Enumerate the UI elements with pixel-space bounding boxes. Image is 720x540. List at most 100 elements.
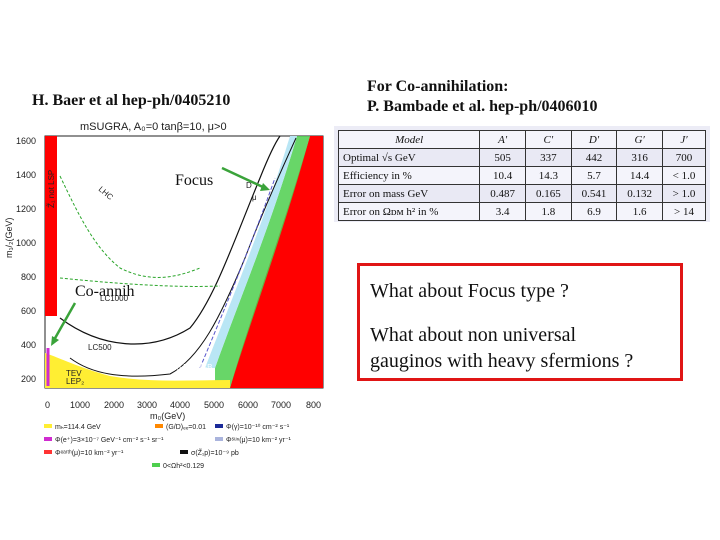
table-cell: 505 [479,148,526,167]
x-tick: 7000 [271,400,291,410]
right-title-line1: For Co-annihilation: [367,78,509,95]
legend-swatch [215,424,223,428]
lep-label: LEP₂ [66,377,84,386]
table-row: Error on mass GeV 0.487 0.165 0.541 0.13… [337,184,706,203]
focus-overlay-label: Focus [175,172,213,189]
right-title: For Co-annihilation: P. Bambade et al. h… [367,77,598,117]
lhc-contour [59,175,201,278]
legend-swatch [152,463,160,467]
y-tick: 600 [21,306,36,316]
lep-region [45,353,230,388]
x-tick: 0 [45,400,50,410]
table-cell: 316 [616,148,663,167]
legend-item: (G/D)ₑₑ=0.01 [166,424,206,431]
table-row: Error on Ωᴅᴍ h² in % 3.4 1.8 6.9 1.6 > 1… [337,202,706,221]
table-cell: > 14 [662,202,706,221]
table-cell: 1.8 [524,202,572,221]
right-title-line2: P. Bambade et al. hep-ph/0406010 [367,98,598,115]
legend-item: Φˢᵘⁿ(μ)=10 km⁻² yr⁻¹ [226,437,292,444]
blue-dashed-contour [199,177,276,369]
legend-item: σ(Z̃₁p)=10⁻⁹ pb [191,449,239,457]
question-gauginos-line2: gauginos with heavy sfermions ? [370,350,634,372]
row-label: Optimal √s GeV [337,148,481,167]
table-cell: 0.541 [570,184,618,203]
table-header-cell: G′ [616,130,663,149]
table-cell: > 1.0 [662,184,706,203]
y-tick: 1400 [16,170,36,180]
results-table-container: Model A′ C′ D′ G′ J′ Optimal √s GeV 505 … [334,126,710,222]
lc1000-label: LC1000 [100,294,129,303]
mu-label: μ [252,193,257,202]
coannih-arrow [52,302,77,341]
x-tick: 1000 [70,400,90,410]
legend-item: 0<Ωh²<0.129 [163,463,204,470]
table-cell: 0.132 [616,184,663,203]
table-cell: 442 [570,148,618,167]
y-ticks: 1600 1400 1200 1000 800 600 400 200 [16,136,36,384]
legend-item: Φᵉᵃʳᵗʰ(μ)=10 km⁻² yr⁻¹ [55,450,124,457]
results-table: Model A′ C′ D′ G′ J′ Optimal √s GeV 505 … [337,130,706,221]
table-cell: 10.4 [479,166,526,185]
no-rewsb-region [230,136,323,388]
table-header-cell: D′ [570,130,618,149]
legend-item: mₕ=114.4 GeV [55,424,101,431]
table-cell: < 1.0 [662,166,706,185]
question-gauginos-line1: What about non universal [370,324,577,346]
left-title: H. Baer et al hep-ph/0405210 [32,92,231,109]
x-tick: 3000 [137,400,157,410]
legend-swatch [44,450,52,454]
table-cell: 5.7 [570,166,618,185]
y-tick: 200 [21,374,36,384]
cyan-band [205,136,297,368]
legend-swatch [44,437,52,441]
x-tick: 5000 [204,400,224,410]
no-rewsb-label: no REWSB [172,363,212,372]
table-cell: 700 [662,148,706,167]
table-header-cell: J′ [662,130,706,149]
y-tick: 400 [21,340,36,350]
table-cell: 337 [524,148,572,167]
table-cell: 6.9 [570,202,618,221]
lc1000-contour [69,137,297,377]
table-cell: 0.487 [479,184,526,203]
legend-swatch [155,424,163,428]
lc500-label: LC500 [88,343,112,352]
focus-arrowhead [260,183,270,191]
table-cell: 0.165 [524,184,572,203]
question-focus: What about Focus type ? [370,280,569,302]
y-tick: 1000 [16,238,36,248]
row-label: Error on mass GeV [337,184,481,203]
question-gauginos: What about non universal gauginos with h… [370,322,633,374]
tev-label: TEV [66,369,82,378]
y-tick: 1200 [16,204,36,214]
table-cell: 14.4 [616,166,663,185]
y-tick: 800 [21,272,36,282]
x-axis-label: m₀(GeV) [150,411,185,421]
green-dashed-contour [59,277,221,287]
lc500-contour [59,135,281,345]
msugra-plot: mSUGRA, A₀=0 tanβ=10, μ>0 m₁/₂(GeV) Z̃₁ … [0,118,340,480]
focus-arrow [221,166,266,190]
table-row: Optimal √s GeV 505 337 442 316 700 [337,148,706,167]
legend-swatch [44,424,52,428]
table-header-cell: C′ [524,130,572,149]
table-header-cell: A′ [479,130,526,149]
z1-lsp-label: Z̃₁ not LSP [47,170,56,208]
legend-swatch [215,437,223,441]
legend-item: Φ(γ)=10⁻¹⁰ cm⁻² s⁻¹ [226,423,290,431]
table-header-cell: Model [337,130,481,149]
table-cell: 14.3 [524,166,572,185]
y-tick: 1600 [16,136,36,146]
legend-item: Φ(e⁺)=3×10⁻⁷ GeV⁻¹ cm⁻² s⁻¹ sr⁻¹ [55,437,164,444]
coannih-arrowhead [51,336,59,346]
table-cell: 1.6 [616,202,663,221]
questions-box: What about Focus type ? What about non u… [357,263,683,381]
x-tick: 2000 [104,400,124,410]
x-tick: 6000 [238,400,258,410]
row-label: Efficiency in % [337,166,481,185]
x-tick: 800 [306,400,321,410]
x-ticks: 0 1000 2000 3000 4000 5000 6000 7000 800 [45,400,321,410]
focus-band [215,136,310,388]
y-axis-label: m₁/₂(GeV) [4,217,14,258]
coannih-overlay-label: Co-annih [75,283,135,300]
